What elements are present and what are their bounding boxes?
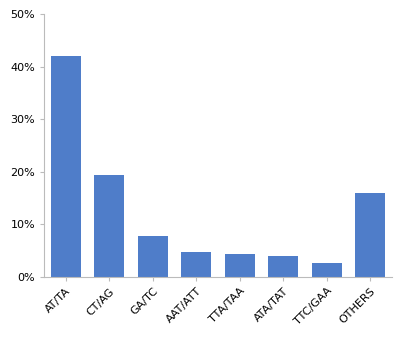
Bar bbox=[138, 236, 168, 277]
Bar bbox=[50, 56, 81, 277]
Bar bbox=[94, 175, 124, 277]
Bar bbox=[355, 193, 386, 277]
Bar bbox=[268, 256, 298, 277]
Bar bbox=[181, 252, 212, 277]
Bar bbox=[224, 254, 255, 277]
Bar bbox=[312, 263, 342, 277]
